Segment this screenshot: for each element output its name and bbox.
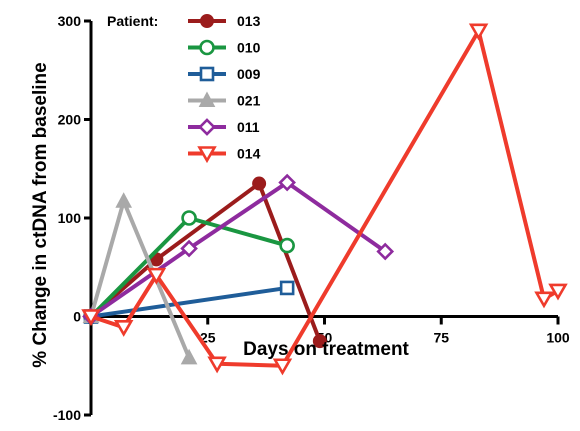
legend-label: 013 — [237, 13, 261, 29]
data-point-021 — [180, 348, 198, 365]
legend-marker-009 — [199, 66, 215, 82]
legend-entry-010: 010 — [188, 40, 261, 56]
legend-label: 021 — [237, 93, 261, 109]
legend-label: 011 — [237, 119, 260, 135]
data-point-021 — [115, 192, 133, 208]
legend-label: 009 — [237, 66, 261, 82]
data-point-013 — [312, 334, 327, 349]
legend-title: Patient: — [107, 13, 158, 29]
x-tick-label: 100 — [546, 330, 570, 346]
data-point-014 — [207, 356, 227, 374]
legend-entry-013: 013 — [188, 13, 261, 29]
y-tick-label: 0 — [73, 309, 81, 325]
data-point-014 — [534, 291, 554, 309]
legend-label: 014 — [237, 146, 261, 162]
data-point-014 — [146, 267, 167, 285]
legend-marker-011 — [198, 118, 216, 136]
legend-entry-014: 014 — [188, 146, 261, 164]
x-ticks: 255075100 — [200, 316, 570, 346]
y-tick-label: -100 — [53, 407, 81, 423]
y-axis-title: % Change in ctDNA from baseline — [30, 62, 51, 367]
legend-label: 010 — [237, 40, 261, 56]
series-line-021 — [89, 199, 191, 359]
data-point-011 — [278, 173, 296, 192]
data-point-009 — [279, 280, 295, 296]
legend-marker-010 — [199, 39, 215, 56]
y-tick-label: 300 — [58, 13, 82, 29]
legend-marker-021 — [198, 91, 216, 107]
legend-entry-011: 011 — [188, 118, 260, 136]
data-point-013 — [252, 176, 267, 191]
legend-marker-014 — [197, 146, 217, 164]
data-point-010 — [279, 237, 295, 254]
y-tick-label: 200 — [58, 112, 82, 128]
legend-marker-013 — [200, 14, 214, 28]
x-axis-title: Days on treatment — [243, 339, 409, 360]
data-point-011 — [180, 239, 198, 258]
series-line-014 — [90, 28, 559, 368]
series-line-011 — [89, 180, 387, 319]
data-point-014 — [548, 283, 568, 301]
legend-entry-009: 009 — [188, 66, 261, 82]
legend-entry-021: 021 — [188, 91, 261, 109]
data-point-014 — [81, 309, 101, 327]
data-point-014 — [272, 358, 293, 376]
data-point-010 — [181, 210, 197, 226]
series-line-009 — [90, 285, 288, 319]
y-tick-label: 100 — [58, 210, 82, 226]
data-point-014 — [468, 23, 489, 41]
data-point-014 — [113, 320, 134, 337]
series-021 — [82, 192, 198, 365]
legend: Patient: 013 010 009 021 011 014 — [107, 13, 261, 164]
x-tick-label: 75 — [433, 330, 449, 346]
y-ticks: -100 0 100 200 300 — [53, 13, 91, 423]
series-014 — [81, 23, 568, 376]
data-point-011 — [376, 242, 395, 261]
series-layer — [81, 23, 568, 376]
